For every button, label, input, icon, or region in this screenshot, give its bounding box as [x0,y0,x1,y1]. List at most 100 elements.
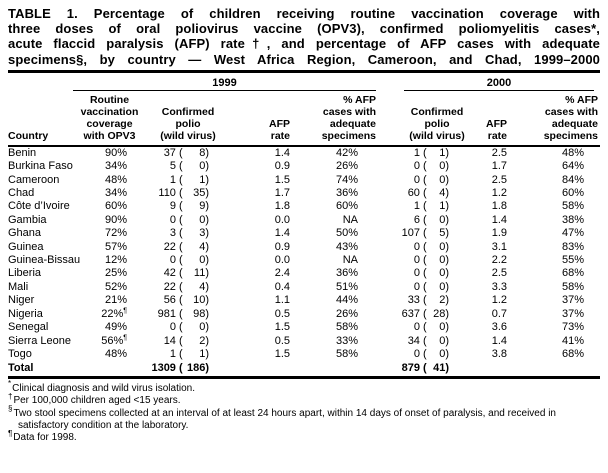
cell-polio-2000: 1 (1) [378,147,451,160]
cell-adequate-1999: 33% [335,334,358,347]
cell-afp-rate-2000: 1.4 [491,334,507,347]
cell-polio-2000: 6 (0) [378,214,451,227]
table-row: Guinea-Bissau 12% 0 (0) 0.0 NA 0 (0) 2.2 55% [8,254,600,267]
cell-polio-2000: 0 (0) [378,241,451,254]
cell-adequate-1999: 58% [335,347,358,360]
cell-afp-rate-2000: 3.8 [491,347,507,360]
footnote-marker: ¶ [123,307,127,315]
cell-polio-1999: 0 (0) [131,214,211,227]
polio-cases-count: 0 [413,173,420,186]
wild-virus-count: (1) [179,173,209,186]
cell-opv3-coverage: 25% [104,267,127,280]
cell-adequate-1999: 26% [335,307,358,320]
wild-virus-count: (35) [179,187,209,200]
table-row: Ghana 72% 3 (3) 1.4 50% 107 (5) 1.9 47% [8,227,600,240]
cell-afp-rate-2000: 2.5 [491,173,507,186]
cell-adequate-2000: 68% [561,267,584,280]
cell-adequate-1999: 43% [335,240,358,253]
cell-afp-rate-1999: 1.7 [274,187,290,200]
cell-polio-1999: 22 (4) [131,241,211,254]
cell-country: Liberia [8,267,42,280]
cell-adequate-2000: 83% [561,240,584,253]
cell-adequate-2000: 38% [561,213,584,226]
column-header-adequate-2000: % AFP cases with adequate specimens [543,93,598,142]
polio-cases-count: 879 [401,361,420,374]
cell-country: Togo [8,347,32,360]
table-row: Burkina Faso 34% 5 (0) 0.9 26% 0 (0) 1.7 64% [8,160,600,173]
polio-cases-count: 0 [169,321,176,334]
table-row: Liberia 25% 42 (11) 2.4 36% 0 (0) 2.5 68% [8,267,600,280]
cell-country: Nigeria [8,307,43,320]
wild-virus-count: (1) [423,200,449,213]
polio-cases-count: 34 [407,334,420,347]
cell-afp-rate-2000: 1.8 [491,200,507,213]
cell-afp-rate-1999: 0.9 [274,240,290,253]
wild-virus-count: (98) [179,307,209,320]
year-label-1999: 1999 [212,76,237,89]
polio-cases-count: 1 [413,200,420,213]
cell-polio-2000: 0 (0) [378,348,451,361]
cell-polio-1999: 37 (8) [131,147,211,160]
polio-cases-count: 5 [169,160,176,173]
table-row: Sierra Leone 56%¶ 14 (2) 0.5 33% 34 (0) 1.4 41% [8,334,600,348]
polio-cases-count: 22 [163,280,176,293]
cell-polio-1999: 9 (9) [131,200,211,213]
cell-country: Côte d’Ivoire [8,200,70,213]
cell-adequate-1999: 50% [335,227,358,240]
table-row: Senegal 49% 0 (0) 1.5 58% 0 (0) 3.6 73% [8,321,600,334]
footnote-pilcrow: ¶Data for 1998. [8,429,77,444]
wild-virus-count: (0) [423,334,449,347]
cell-country: Benin [8,146,37,159]
wild-virus-count: (0) [179,213,209,226]
cell-afp-rate-2000: 0.7 [491,307,507,320]
cell-opv3-coverage: 52% [104,280,127,293]
cell-country: Mali [8,280,29,293]
table-title: TABLE 1. Percentage of children receivin… [8,6,600,67]
polio-cases-count: 37 [163,146,176,159]
cell-country: Burkina Faso [8,160,73,173]
cell-adequate-2000: 48% [561,146,584,159]
polio-cases-count: 0 [413,280,420,293]
cell-afp-rate-2000: 1.7 [491,160,507,173]
cell-polio-2000: 0 (0) [378,267,451,280]
cell-opv3-coverage: 60% [104,200,127,213]
polio-cases-count: 3 [169,227,176,240]
wild-virus-count: (5) [423,227,449,240]
table-row: Côte d’Ivoire 60% 9 (9) 1.8 60% 1 (1) 1.8 58% [8,200,600,213]
total-row: Total 1309 (186) 879 (41) [8,361,600,377]
cell-polio-1999: 14 (2) [131,335,211,348]
cell-total-polio-2000: 879 (41) [378,361,451,377]
cell-opv3-coverage: 90% [104,146,127,159]
cell-polio-2000: 0 (0) [378,160,451,173]
cell-afp-rate-2000: 3.3 [491,280,507,293]
table-row: Gambia 90% 0 (0) 0.0 NA 6 (0) 1.4 38% [8,214,600,227]
footnote-section: §Two stool specimens collected at an int… [8,404,556,432]
wild-virus-count: (2) [179,334,209,347]
cell-polio-2000: 107 (5) [378,227,451,240]
cell-afp-rate-1999: 1.4 [274,146,290,159]
title-line-3: acute flaccid paralysis (AFP) rate†, and… [8,36,600,52]
cell-adequate-2000: 55% [561,254,584,267]
cell-afp-rate-1999: 0.5 [274,307,290,320]
cell-country: Ghana [8,227,42,240]
cell-country: Chad [8,187,35,200]
cell-polio-1999: 5 (0) [131,160,211,173]
polio-cases-count: 0 [169,213,176,226]
polio-cases-count: 0 [413,254,420,267]
cell-opv3-coverage: 34% [104,160,127,173]
table-row: Niger 21% 56 (10) 1.1 44% 33 (2) 1.2 37% [8,294,600,307]
wild-virus-count: (0) [179,254,209,267]
table-header: 1999 2000 Country Routine vaccination co… [8,73,600,147]
cell-adequate-1999: NA [342,213,358,226]
cell-empty [211,361,292,377]
wild-virus-count: (1) [423,146,449,159]
wild-virus-count: (0) [423,280,449,293]
cell-polio-1999: 1 (1) [131,348,211,361]
column-header-afp-rate-2000: AFP rate [486,117,507,142]
cell-polio-2000: 0 (0) [378,174,451,187]
document-page: TABLE 1. Percentage of children receivin… [8,6,600,444]
cell-adequate-2000: 73% [561,321,584,334]
column-header-polio-2000: Confirmed polio (wild virus) [409,105,465,142]
polio-cases-count: 0 [413,321,420,334]
wild-virus-count: (0) [179,321,209,334]
